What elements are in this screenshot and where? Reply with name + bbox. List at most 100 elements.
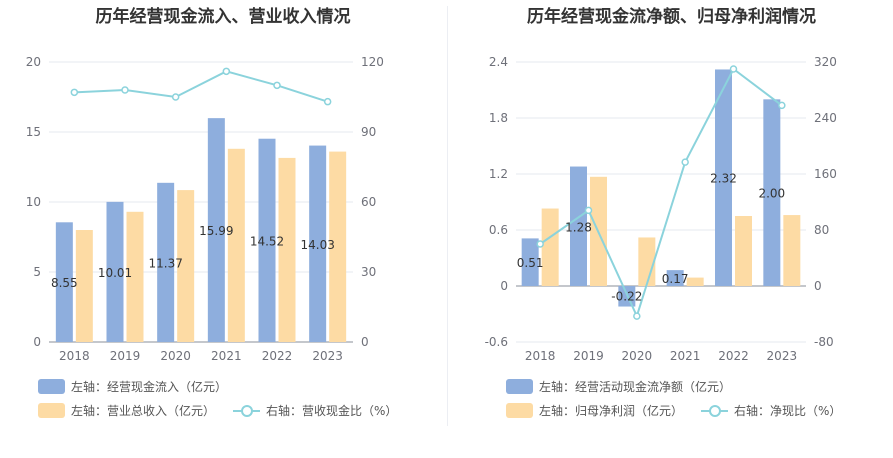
legend-swatch xyxy=(38,402,65,418)
bar-primary xyxy=(666,270,684,286)
data-label: 0.51 xyxy=(517,256,544,270)
legend-item-net-cash-ratio[interactable]: 右轴：净现比（%） xyxy=(701,402,841,419)
legend-item-operating-net-cash[interactable]: 左轴：经营活动现金流净额（亿元） xyxy=(506,378,731,395)
bar-secondary xyxy=(227,148,245,342)
line-point xyxy=(633,312,641,320)
data-label: 1.28 xyxy=(565,220,592,234)
bar-primary xyxy=(157,182,175,342)
legend: 左轴：经营活动现金流净额（亿元） 左轴：归母净利润（亿元） 右轴：净现比（%） xyxy=(506,374,859,422)
bar-primary xyxy=(258,138,276,342)
bar-primary xyxy=(55,222,73,342)
y-right-tick-label: 160 xyxy=(814,167,837,181)
y-right-tick-label: 80 xyxy=(814,223,829,237)
x-tick-label: 2021 xyxy=(211,349,242,363)
x-tick-label: 2023 xyxy=(312,349,343,363)
y-left-tick-label: 1.8 xyxy=(489,111,508,125)
bar-primary xyxy=(715,69,732,286)
bar-secondary xyxy=(638,237,656,286)
line-point xyxy=(222,67,231,76)
legend-item-total-revenue[interactable]: 左轴：营业总收入（亿元） xyxy=(38,402,215,419)
legend-item-revenue-cash-ratio[interactable]: 右轴：营收现金比（%） xyxy=(233,402,397,419)
chart-net-cash-net-profit: -0.6 0 0.6 1.2 1.8 2.4 -80 0 80 160 240 320 0.51 1.28… xyxy=(485,55,837,363)
legend-item-cash-inflow[interactable]: 左轴：经营现金流入（亿元） xyxy=(38,378,227,395)
line-point xyxy=(121,86,129,94)
y-right-tick-label: 0 xyxy=(814,279,822,293)
data-label: 10.01 xyxy=(98,266,132,280)
legend-label: 左轴：归母净利润（亿元） xyxy=(539,403,684,418)
line-point xyxy=(681,158,689,166)
line-point xyxy=(323,97,332,106)
y-left-tick-label: 0 xyxy=(500,279,508,293)
line-point xyxy=(778,101,786,110)
bar-secondary xyxy=(126,211,144,342)
bar-primary xyxy=(521,238,539,286)
y-left-tick-label: 10 xyxy=(26,195,41,209)
y-left-tick-label: 15 xyxy=(26,125,41,139)
bar-secondary xyxy=(75,230,93,342)
chart-panel-cash-inflow: 历年经营现金流入、营业收入情况 0 5 10 15 20 0 30 60 90 120 8.55 10… xyxy=(0,0,446,430)
chart-title: 历年经营现金流入、营业收入情况 xyxy=(95,7,351,27)
bar-secondary xyxy=(278,157,296,342)
y-right-tick-label: 90 xyxy=(361,125,376,139)
y-right-tick-label: 30 xyxy=(361,265,376,279)
bar-secondary xyxy=(686,277,704,286)
y-left-tick-label: -0.6 xyxy=(485,335,508,349)
line-point xyxy=(70,88,79,97)
y-right-tick-label: 320 xyxy=(814,55,837,69)
x-tick-label: 2021 xyxy=(670,349,701,363)
x-tick-label: 2020 xyxy=(160,349,191,363)
data-label: 2.32 xyxy=(710,172,737,186)
legend-label: 左轴：营业总收入（亿元） xyxy=(71,403,216,418)
legend-swatch xyxy=(38,378,65,394)
chart-title: 历年经营现金流净额、归母净利润情况 xyxy=(527,7,816,27)
y-right-tick-label: 240 xyxy=(814,111,837,125)
x-tick-label: 2022 xyxy=(262,349,293,363)
bar-secondary xyxy=(783,215,801,286)
data-label: 0.17 xyxy=(662,272,689,286)
data-label: 14.52 xyxy=(250,234,284,248)
legend: 左轴：经营现金流入（亿元） 左轴：营业总收入（亿元） 右轴：营收现金比（%） xyxy=(38,374,415,422)
data-label: 8.55 xyxy=(51,276,78,290)
bar-primary xyxy=(763,99,781,286)
series-line xyxy=(539,67,783,319)
y-right-tick-label: 120 xyxy=(361,55,384,69)
y-right-tick-label: 60 xyxy=(361,195,376,209)
data-label: 14.03 xyxy=(300,238,334,252)
legend-line-marker-icon xyxy=(701,403,729,418)
x-tick-label: 2019 xyxy=(110,349,141,363)
bar-primary xyxy=(309,145,327,342)
bar-secondary xyxy=(541,208,559,286)
x-tick-label: 2022 xyxy=(718,349,749,363)
legend-line-marker-icon xyxy=(233,403,261,418)
bar-secondary xyxy=(329,151,347,342)
panel-divider xyxy=(447,6,448,426)
line-point xyxy=(171,93,180,101)
legend-swatch xyxy=(506,378,533,394)
x-tick-label: 2023 xyxy=(767,349,798,363)
x-tick-label: 2018 xyxy=(525,349,556,363)
legend-swatch xyxy=(506,402,533,418)
data-label: -0.22 xyxy=(611,290,642,304)
bar-secondary xyxy=(735,216,752,286)
legend-item-net-profit[interactable]: 左轴：归母净利润（亿元） xyxy=(506,402,683,419)
y-left-tick-label: 1.2 xyxy=(489,167,508,181)
y-left-tick-label: 5 xyxy=(33,265,41,279)
line-point xyxy=(536,240,544,248)
bar-primary xyxy=(207,118,225,342)
x-tick-label: 2018 xyxy=(59,349,90,363)
line-point xyxy=(273,81,281,90)
legend-label: 右轴：营收现金比（%） xyxy=(266,403,398,418)
bar-primary xyxy=(106,201,124,342)
chart-panel-net-cash: 历年经营现金流净额、归母净利润情况 -0.6 0 0.6 1.2 1.8 2.4 -80 0 8… xyxy=(450,0,893,430)
data-label: 2.00 xyxy=(758,187,785,201)
chart-cash-inflow-revenue: 0 5 10 15 20 0 30 60 90 120 8.55 10.01 11.37 15.99 14.… xyxy=(26,55,384,363)
y-left-tick-label: 2.4 xyxy=(489,55,508,69)
x-tick-label: 2020 xyxy=(622,349,653,363)
legend-label: 左轴：经营现金流入（亿元） xyxy=(71,379,228,394)
bar-primary xyxy=(570,166,587,286)
y-left-tick-label: 20 xyxy=(26,55,41,69)
data-label: 15.99 xyxy=(199,224,233,238)
y-left-tick-label: 0.6 xyxy=(489,223,508,237)
x-tick-label: 2019 xyxy=(573,349,604,363)
